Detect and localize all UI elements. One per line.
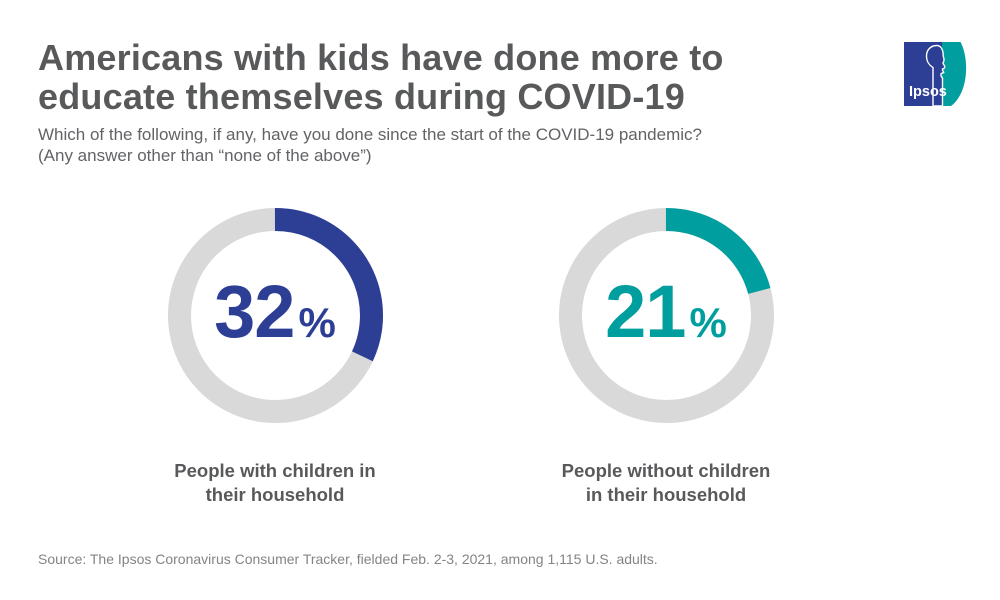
donut-label-without-children: People without children in their househol… [536, 459, 796, 507]
survey-question: Which of the following, if any, have you… [38, 124, 702, 166]
title-line-2: educate themselves during COVID-19 [38, 76, 685, 117]
donut-arc [558, 208, 774, 423]
donut-ring-with-children [167, 208, 383, 423]
label-line-1: People without children [561, 460, 771, 481]
source-note: Source: The Ipsos Coronavirus Consumer T… [38, 551, 658, 567]
ipsos-logo-icon: Ipsos [904, 42, 967, 106]
donut-chart-with-children: 32% People with children in their househo… [145, 208, 405, 507]
subtitle-line-2: (Any answer other than “none of the abov… [38, 146, 372, 165]
page-title: Americans with kids have done more to edu… [38, 38, 724, 116]
label-line-2: their household [205, 484, 345, 505]
profile-face-icon [925, 44, 946, 106]
donut-ring-without-children [558, 208, 774, 423]
subtitle-line-1: Which of the following, if any, have you… [38, 125, 702, 144]
ipsos-logo: Ipsos [904, 42, 970, 106]
label-line-2: in their household [585, 484, 747, 505]
label-line-1: People with children in [174, 460, 376, 481]
logo-wordmark: Ipsos [909, 84, 947, 100]
donut-chart-without-children: 21% People without children in their hous… [536, 208, 796, 507]
donut-label-with-children: People with children in their household [145, 459, 405, 507]
title-line-1: Americans with kids have done more to [38, 37, 724, 78]
donut-arc [167, 208, 383, 423]
